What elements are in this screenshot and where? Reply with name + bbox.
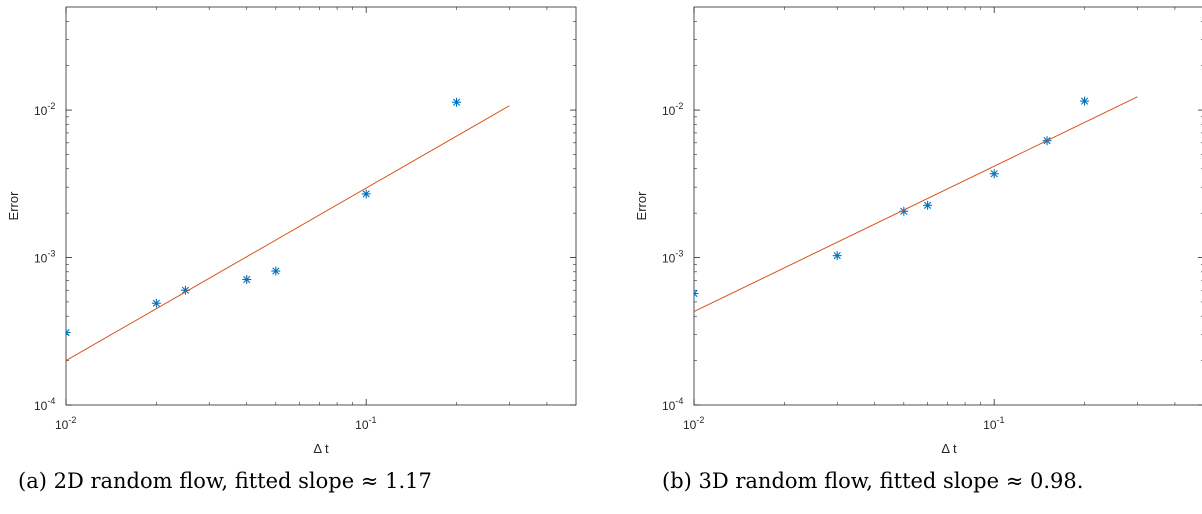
axes-box bbox=[693, 6, 1202, 406]
x-tick-label: 10-2 bbox=[55, 415, 76, 432]
y-tick-label: 10-2 bbox=[34, 101, 55, 118]
x-tick-label: 10-2 bbox=[683, 415, 704, 432]
data-point-asterisk bbox=[832, 251, 842, 261]
data-point-asterisk bbox=[242, 274, 252, 284]
x-tick-label: 10-1 bbox=[355, 415, 376, 432]
y-tick-label: 10-3 bbox=[662, 249, 683, 266]
fit-line bbox=[694, 96, 1138, 313]
y-tick-label: 10-4 bbox=[34, 396, 55, 413]
data-point-asterisk bbox=[361, 189, 371, 199]
data-point-asterisk bbox=[271, 266, 281, 276]
data-point-asterisk bbox=[923, 200, 933, 210]
y-tick-label: 10-2 bbox=[662, 101, 683, 118]
caption-b: (b) 3D random flow, fitted slope ≈ 0.98. bbox=[662, 469, 1084, 493]
y-axis-label: Error bbox=[6, 191, 21, 221]
panel-a: 10-2 10-1 10-4 10-3 10-2 Δ t Error bbox=[6, 6, 577, 456]
axes-box bbox=[65, 6, 577, 406]
y-tick-label: 10-3 bbox=[34, 249, 55, 266]
data-point-asterisk bbox=[989, 169, 999, 179]
data-point-asterisk bbox=[1080, 96, 1090, 106]
caption-a: (a) 2D random flow, fitted slope ≈ 1.17 bbox=[18, 469, 432, 493]
data-point-asterisk bbox=[66, 328, 71, 338]
plot-area bbox=[694, 96, 1138, 313]
y-tick-label: 10-4 bbox=[662, 396, 683, 413]
x-axis-label: Δ t bbox=[941, 441, 957, 456]
data-point-asterisk bbox=[694, 289, 699, 299]
plot-area bbox=[66, 97, 510, 362]
panel-b: 10-2 10-1 10-4 10-3 10-2 Δ t Error bbox=[634, 6, 1202, 456]
y-axis-label: Error bbox=[634, 191, 649, 221]
x-axis-label: Δ t bbox=[313, 441, 329, 456]
data-point-asterisk bbox=[151, 298, 161, 308]
x-tick-label: 10-1 bbox=[983, 415, 1004, 432]
data-point-asterisk bbox=[452, 97, 462, 107]
fit-line bbox=[66, 105, 510, 362]
